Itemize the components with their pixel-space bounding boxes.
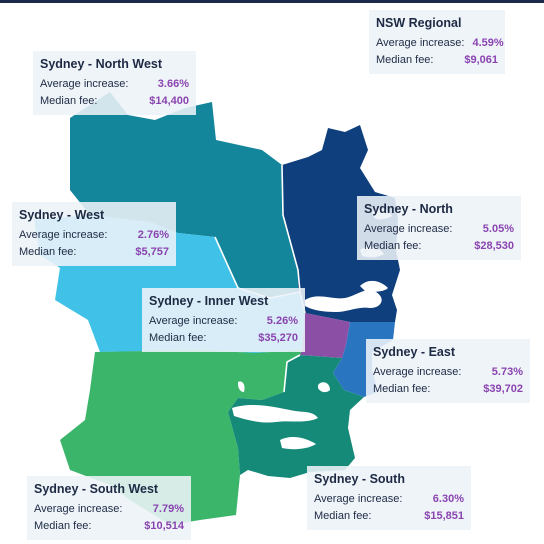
average-increase-value: 3.66% bbox=[157, 78, 189, 90]
average-increase-value: 5.73% bbox=[491, 366, 523, 378]
median-fee-label: Median fee: bbox=[364, 240, 422, 252]
median-fee-label: Median fee: bbox=[34, 520, 92, 532]
region-title: Sydney - North West bbox=[40, 57, 163, 71]
average-increase-value: 5.26% bbox=[266, 315, 298, 327]
average-increase-label: Average increase: bbox=[314, 493, 403, 505]
average-increase-label: Average increase: bbox=[364, 223, 453, 235]
average-increase-row: Average increase: 4.59% bbox=[376, 35, 504, 52]
average-increase-label: Average increase: bbox=[40, 78, 129, 90]
median-fee-row: Median fee: $35,270 bbox=[149, 330, 298, 347]
median-fee-label: Median fee: bbox=[376, 54, 434, 66]
median-fee-row: Median fee: $9,061 bbox=[376, 52, 498, 69]
median-fee-value: $28,530 bbox=[474, 240, 514, 252]
average-increase-row: Average increase: 5.73% bbox=[373, 364, 523, 381]
average-increase-label: Average increase: bbox=[373, 366, 462, 378]
region-title: Sydney - South bbox=[314, 472, 405, 486]
average-increase-row: Average increase: 5.05% bbox=[364, 221, 514, 238]
median-fee-value: $35,270 bbox=[258, 332, 298, 344]
info-card-north: Sydney - North Average increase: 5.05% M… bbox=[357, 196, 521, 260]
region-inner-west[interactable] bbox=[300, 313, 350, 358]
median-fee-value: $39,702 bbox=[483, 383, 523, 395]
average-increase-row: Average increase: 3.66% bbox=[40, 76, 189, 93]
median-fee-value: $15,851 bbox=[424, 510, 464, 522]
median-fee-label: Median fee: bbox=[40, 95, 98, 107]
average-increase-value: 7.79% bbox=[152, 503, 184, 515]
info-card-south: Sydney - South Average increase: 6.30% M… bbox=[307, 466, 471, 530]
average-increase-row: Average increase: 5.26% bbox=[149, 313, 298, 330]
average-increase-label: Average increase: bbox=[376, 37, 465, 49]
region-title: Sydney - North bbox=[364, 202, 453, 216]
average-increase-value: 4.59% bbox=[472, 37, 504, 49]
median-fee-value: $14,400 bbox=[149, 95, 189, 107]
info-card-nsw-regional: NSW Regional Average increase: 4.59% Med… bbox=[369, 10, 505, 74]
region-north[interactable] bbox=[282, 125, 400, 322]
median-fee-row: Median fee: $5,757 bbox=[19, 244, 169, 261]
average-increase-value: 5.05% bbox=[482, 223, 514, 235]
average-increase-value: 6.30% bbox=[432, 493, 464, 505]
median-fee-row: Median fee: $10,514 bbox=[34, 518, 184, 535]
median-fee-row: Median fee: $14,400 bbox=[40, 93, 189, 110]
average-increase-label: Average increase: bbox=[34, 503, 123, 515]
average-increase-label: Average increase: bbox=[149, 315, 238, 327]
average-increase-row: Average increase: 6.30% bbox=[314, 491, 464, 508]
median-fee-label: Median fee: bbox=[373, 383, 431, 395]
average-increase-value: 2.76% bbox=[137, 229, 169, 241]
median-fee-label: Median fee: bbox=[314, 510, 372, 522]
average-increase-row: Average increase: 7.79% bbox=[34, 501, 184, 518]
info-card-south-west: Sydney - South West Average increase: 7.… bbox=[27, 476, 191, 540]
info-card-east: Sydney - East Average increase: 5.73% Me… bbox=[366, 339, 530, 403]
median-fee-row: Median fee: $15,851 bbox=[314, 508, 464, 525]
region-title: Sydney - South West bbox=[34, 482, 159, 496]
median-fee-value: $10,514 bbox=[144, 520, 184, 532]
region-title: Sydney - East bbox=[373, 345, 455, 359]
median-fee-row: Median fee: $28,530 bbox=[364, 238, 514, 255]
region-title: Sydney - West bbox=[19, 208, 105, 222]
median-fee-value: $5,757 bbox=[135, 246, 169, 258]
region-north-west[interactable] bbox=[70, 92, 300, 298]
average-increase-label: Average increase: bbox=[19, 229, 108, 241]
median-fee-value: $9,061 bbox=[464, 54, 498, 66]
median-fee-label: Median fee: bbox=[19, 246, 77, 258]
info-card-west: Sydney - West Average increase: 2.76% Me… bbox=[12, 202, 176, 266]
region-title: Sydney - Inner West bbox=[149, 294, 269, 308]
top-border bbox=[0, 0, 544, 3]
median-fee-row: Median fee: $39,702 bbox=[373, 381, 523, 398]
info-card-inner-west: Sydney - Inner West Average increase: 5.… bbox=[142, 288, 305, 352]
median-fee-label: Median fee: bbox=[149, 332, 207, 344]
average-increase-row: Average increase: 2.76% bbox=[19, 227, 169, 244]
info-card-north-west: Sydney - North West Average increase: 3.… bbox=[33, 51, 196, 115]
region-title: NSW Regional bbox=[376, 16, 462, 30]
